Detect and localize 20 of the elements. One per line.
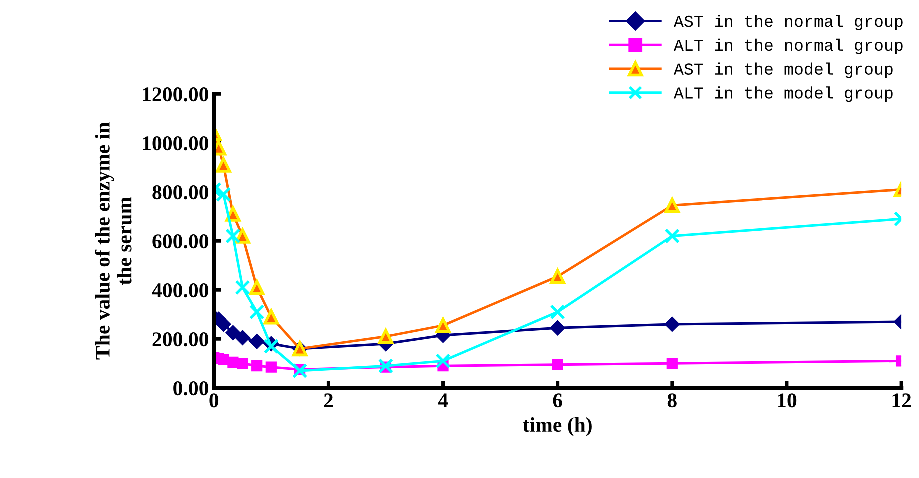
- y-tick-label: 1200.00: [143, 88, 208, 102]
- x-tick-label: 10: [778, 394, 797, 408]
- x-tick-label: 4: [438, 394, 448, 408]
- x-tick-label: 0: [210, 394, 219, 408]
- x-tick-label: 6: [553, 394, 562, 408]
- y-tick-label: 800.00: [152, 186, 208, 200]
- legend-label: AST in the model group: [674, 62, 893, 78]
- y-tick-label: 400.00: [152, 284, 208, 298]
- legend-label: AST in the normal group: [674, 15, 903, 31]
- y-tick-label: 600.00: [152, 234, 208, 249]
- x-axis-title: time (h): [523, 417, 592, 436]
- legend-label: ALT in the model group: [674, 86, 893, 102]
- x-tick-label: 8: [668, 394, 677, 408]
- legend-label: ALT in the normal group: [674, 38, 903, 54]
- x-tick-label: 2: [324, 394, 334, 408]
- x-tick-label: 12: [892, 394, 912, 408]
- y-tick-label: 200.00: [152, 332, 208, 347]
- y-tick-label: 1000.00: [143, 136, 208, 151]
- y-tick-label: 0.00: [174, 382, 208, 396]
- y-axis-title: The value of the enzyme in the serum: [95, 122, 132, 360]
